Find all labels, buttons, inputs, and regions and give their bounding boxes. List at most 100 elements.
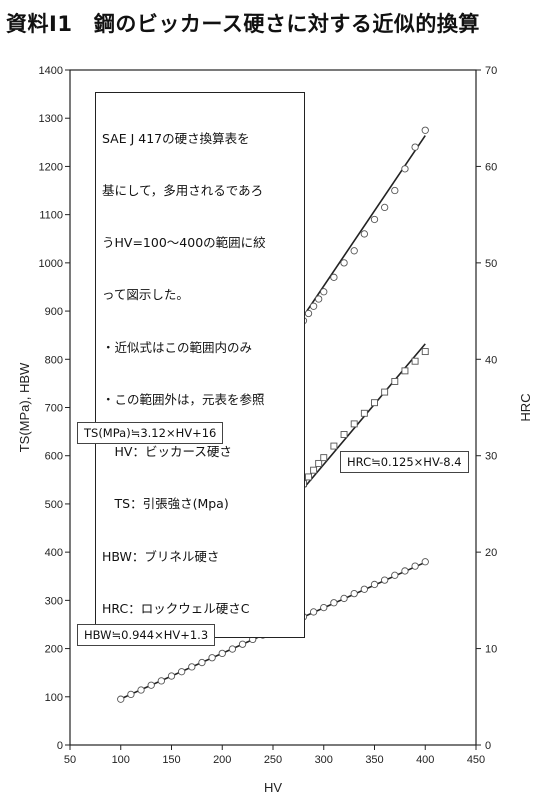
y-tick-label: 800 bbox=[45, 354, 63, 366]
point-hrc bbox=[421, 348, 429, 356]
y2-tick-label: 20 bbox=[485, 547, 497, 559]
point-hbw bbox=[320, 603, 328, 612]
y2-tick-label: 0 bbox=[485, 740, 491, 752]
note-line: ・この範囲外は，元表を参照 bbox=[102, 391, 265, 407]
point-hbw bbox=[177, 668, 186, 676]
y-tick-label: 100 bbox=[45, 692, 63, 704]
point-hbw bbox=[167, 672, 176, 680]
point-ts bbox=[320, 288, 328, 296]
x-tick-label: 300 bbox=[315, 754, 333, 766]
point-hrc bbox=[330, 442, 338, 450]
point-ts bbox=[370, 215, 379, 224]
point-ts bbox=[360, 230, 368, 238]
y-tick-label: 0 bbox=[57, 740, 63, 752]
y-tick-label: 500 bbox=[45, 499, 63, 511]
x-axis-label: HV bbox=[264, 780, 282, 795]
point-hbw bbox=[401, 567, 409, 575]
y-tick-label: 1200 bbox=[39, 161, 63, 173]
y2-axis-label: HRC bbox=[518, 393, 533, 421]
point-hrc bbox=[315, 459, 323, 467]
x-tick-label: 250 bbox=[264, 754, 282, 766]
point-hbw bbox=[330, 599, 338, 607]
point-hbw bbox=[157, 677, 166, 685]
y2-tick-label: 50 bbox=[485, 258, 497, 270]
point-hrc bbox=[371, 399, 378, 407]
x-tick-label: 50 bbox=[64, 754, 76, 766]
point-hrc bbox=[320, 454, 328, 462]
point-hbw bbox=[370, 580, 379, 589]
point-hrc bbox=[310, 466, 318, 474]
x-tick-label: 150 bbox=[162, 754, 180, 766]
point-hbw bbox=[391, 571, 399, 579]
point-hbw bbox=[411, 562, 419, 570]
note-line: TS：引張強さ(Mpa) bbox=[102, 496, 229, 512]
note-line: ・近似式はこの範囲内のみ bbox=[102, 339, 253, 355]
point-hbw bbox=[137, 686, 145, 694]
note-line: うHV=100〜400の範囲に絞 bbox=[102, 235, 266, 251]
point-hrc bbox=[401, 367, 409, 375]
y-tick-label: 1300 bbox=[39, 113, 63, 125]
y-tick-label: 700 bbox=[45, 403, 63, 415]
point-hbw bbox=[127, 690, 135, 699]
point-hbw bbox=[228, 645, 237, 653]
hbw-equation-label: HBW≒0.944×HV+1.3 bbox=[77, 624, 216, 646]
note-line: HRC：ロックウェル硬さC bbox=[102, 600, 250, 616]
note-line: HBW：ブリネル硬さ bbox=[102, 548, 220, 564]
point-ts bbox=[330, 273, 338, 281]
point-hrc bbox=[340, 431, 348, 438]
y2-tick-label: 10 bbox=[485, 644, 497, 656]
y-tick-label: 1100 bbox=[39, 210, 63, 222]
note-line: HV：ビッカース硬さ bbox=[102, 444, 232, 460]
point-hbw bbox=[117, 695, 125, 703]
point-hbw bbox=[238, 640, 247, 648]
note-line: って図示した。 bbox=[102, 287, 189, 303]
y-tick-label: 400 bbox=[45, 547, 63, 559]
point-hbw bbox=[198, 658, 206, 667]
point-ts bbox=[380, 203, 389, 212]
y-tick-label: 300 bbox=[45, 595, 63, 607]
x-tick-label: 450 bbox=[467, 754, 485, 766]
hrc-equation-label: HRC≒0.125×HV-8.4 bbox=[340, 451, 469, 473]
explanation-note: SAE J 417の硬さ換算表を 基にして，多用されるであろ うHV=100〜4… bbox=[95, 92, 305, 638]
y-axis-right: 0 10 20 30 40 50 60 70 bbox=[476, 65, 497, 752]
point-ts bbox=[340, 259, 348, 267]
y2-tick-label: 60 bbox=[485, 161, 497, 173]
note-line: SAE J 417の硬さ換算表を bbox=[102, 130, 250, 146]
point-hbw bbox=[421, 558, 429, 566]
page-title: 資料Ⅰ1 鋼のビッカース硬さに対する近似的換算 bbox=[6, 12, 480, 36]
y-axis-left: 0 100 200 300 400 500 600 700 800 900 1000 1100 1200… bbox=[39, 65, 70, 752]
point-hrc bbox=[360, 409, 368, 417]
point-ts bbox=[309, 302, 318, 310]
x-tick-label: 200 bbox=[213, 754, 231, 766]
point-hrc bbox=[305, 473, 312, 481]
y2-tick-label: 40 bbox=[485, 354, 497, 366]
point-hbw bbox=[340, 594, 348, 603]
point-ts bbox=[391, 186, 399, 195]
y-tick-label: 200 bbox=[45, 644, 63, 656]
point-hbw bbox=[350, 589, 358, 598]
y2-tick-label: 30 bbox=[485, 451, 497, 463]
point-ts bbox=[315, 295, 323, 303]
point-ts bbox=[401, 165, 409, 173]
point-ts bbox=[350, 247, 358, 255]
y-axis-label: TS(MPa), HBW bbox=[17, 362, 32, 452]
point-hbw bbox=[147, 681, 155, 689]
point-hbw bbox=[218, 649, 226, 658]
point-ts bbox=[304, 309, 313, 318]
point-hrc bbox=[411, 357, 419, 365]
y-tick-label: 1000 bbox=[39, 258, 63, 270]
point-hbw bbox=[309, 608, 318, 616]
point-hrc bbox=[381, 388, 389, 396]
point-hbw bbox=[360, 585, 368, 593]
x-tick-label: 400 bbox=[416, 754, 434, 766]
y-tick-label: 900 bbox=[45, 306, 63, 318]
point-ts bbox=[421, 126, 429, 134]
y-tick-label: 600 bbox=[45, 451, 63, 463]
point-ts bbox=[411, 143, 419, 151]
point-hrc bbox=[391, 378, 399, 385]
point-hrc bbox=[350, 420, 358, 428]
x-tick-label: 350 bbox=[365, 754, 383, 766]
point-hbw bbox=[188, 663, 196, 671]
point-hbw bbox=[380, 576, 389, 584]
ts-equation-label: TS(MPa)≒3.12×HV+16 bbox=[77, 422, 224, 444]
